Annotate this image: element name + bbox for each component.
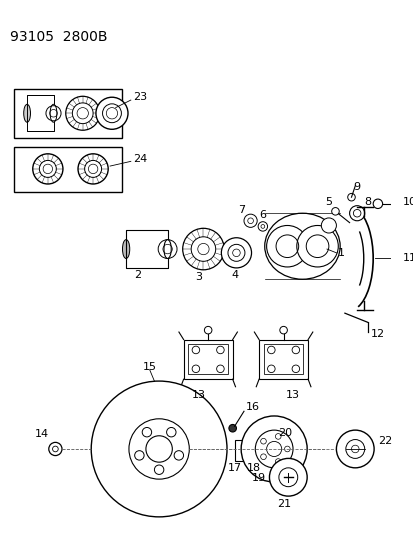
Text: 21: 21 — [277, 499, 291, 508]
Circle shape — [258, 461, 267, 470]
Text: 5: 5 — [325, 197, 332, 207]
Circle shape — [228, 424, 236, 432]
Text: 17: 17 — [227, 463, 241, 473]
Bar — [183, 340, 232, 379]
Text: 9: 9 — [353, 182, 360, 192]
Ellipse shape — [264, 213, 339, 279]
Text: 2: 2 — [133, 270, 141, 279]
Circle shape — [33, 154, 63, 184]
Circle shape — [84, 160, 101, 177]
Text: 11: 11 — [401, 254, 413, 263]
Circle shape — [39, 160, 56, 177]
Ellipse shape — [164, 240, 171, 259]
Circle shape — [204, 326, 211, 334]
Circle shape — [241, 416, 306, 482]
Text: 14: 14 — [35, 429, 49, 439]
Circle shape — [91, 381, 226, 517]
Circle shape — [128, 419, 189, 479]
Circle shape — [96, 97, 128, 130]
Text: 12: 12 — [370, 329, 384, 339]
Text: 3: 3 — [195, 272, 202, 282]
Circle shape — [278, 468, 297, 487]
Circle shape — [345, 440, 364, 458]
Circle shape — [320, 218, 336, 233]
Circle shape — [266, 225, 307, 267]
Circle shape — [296, 225, 337, 267]
Ellipse shape — [50, 104, 57, 122]
Text: 22: 22 — [377, 437, 391, 447]
Text: 24: 24 — [133, 154, 147, 164]
Text: 6: 6 — [259, 210, 266, 220]
Text: 8: 8 — [363, 197, 370, 207]
Circle shape — [191, 237, 215, 261]
Circle shape — [221, 238, 251, 268]
Circle shape — [182, 228, 224, 270]
Bar — [126, 230, 167, 268]
Bar — [188, 344, 228, 375]
Circle shape — [228, 244, 244, 261]
Circle shape — [349, 206, 364, 221]
Text: 93105  2800B: 93105 2800B — [10, 30, 107, 44]
Circle shape — [245, 438, 268, 461]
Text: 19: 19 — [252, 473, 266, 483]
Bar — [259, 340, 307, 379]
Text: 18: 18 — [246, 463, 260, 473]
Text: 13: 13 — [285, 390, 299, 400]
Circle shape — [279, 326, 287, 334]
Text: 20: 20 — [277, 428, 291, 438]
Bar — [263, 344, 303, 375]
Ellipse shape — [24, 104, 31, 122]
Bar — [234, 440, 249, 461]
Bar — [27, 95, 53, 131]
Circle shape — [331, 207, 338, 215]
Circle shape — [66, 96, 100, 130]
Circle shape — [255, 430, 292, 468]
Circle shape — [78, 154, 108, 184]
Text: 1: 1 — [337, 248, 344, 258]
Text: 16: 16 — [245, 402, 259, 413]
Circle shape — [49, 442, 62, 456]
Circle shape — [269, 458, 306, 496]
Circle shape — [102, 104, 121, 123]
Text: 4: 4 — [230, 270, 237, 280]
Circle shape — [347, 193, 354, 201]
Ellipse shape — [122, 240, 129, 259]
Circle shape — [336, 430, 373, 468]
Bar — [14, 147, 122, 191]
Text: 10: 10 — [401, 197, 413, 207]
Text: 7: 7 — [237, 205, 244, 215]
Circle shape — [263, 437, 282, 456]
Text: 13: 13 — [191, 390, 205, 400]
Bar — [14, 88, 122, 138]
Text: 15: 15 — [142, 362, 156, 372]
Text: 23: 23 — [133, 92, 147, 102]
